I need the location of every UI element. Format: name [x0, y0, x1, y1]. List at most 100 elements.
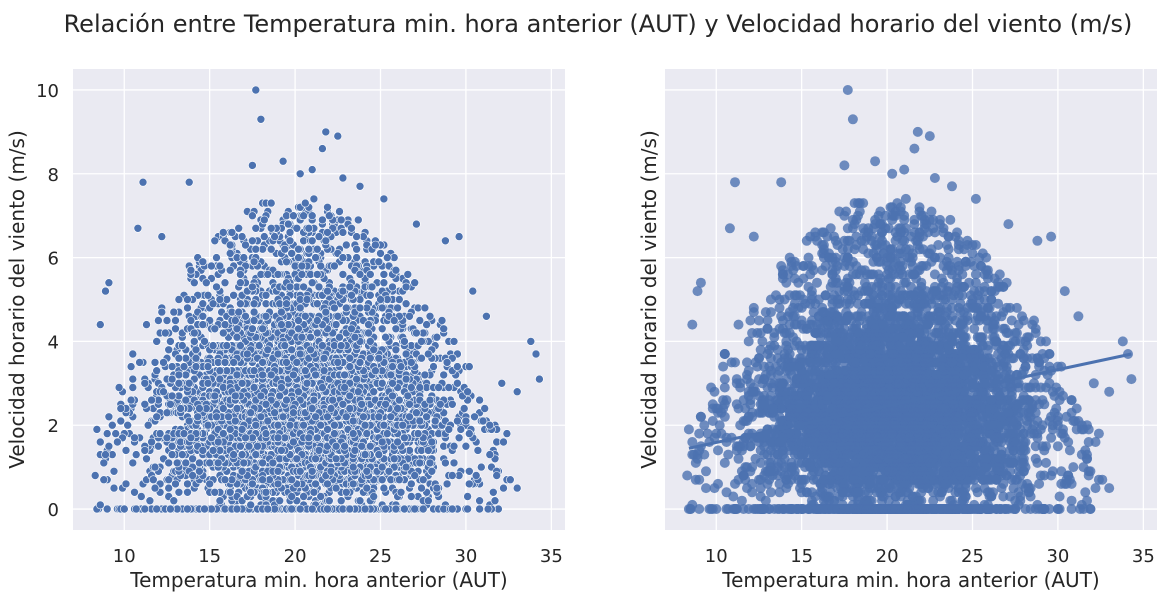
data-point	[377, 324, 387, 334]
data-point	[345, 353, 355, 363]
data-point	[341, 303, 351, 313]
data-point	[130, 487, 139, 497]
data-point	[166, 399, 175, 409]
data-point	[239, 458, 249, 468]
data-point	[227, 228, 237, 237]
data-point	[355, 496, 365, 506]
data-point	[391, 504, 401, 514]
data-point	[172, 458, 182, 468]
data-point	[447, 471, 457, 480]
data-point	[162, 316, 172, 325]
data-point	[406, 479, 416, 489]
data-point	[213, 458, 223, 468]
data-point	[277, 307, 286, 317]
data-point	[307, 236, 317, 246]
data-point	[104, 441, 114, 451]
data-point	[393, 404, 402, 413]
data-point	[423, 349, 433, 359]
data-point	[447, 504, 457, 514]
data-point	[304, 244, 314, 254]
data-point	[285, 228, 295, 237]
data-point	[287, 504, 297, 514]
data-point	[190, 328, 199, 338]
data-point	[280, 244, 290, 254]
data-point	[312, 433, 322, 443]
data-point	[258, 324, 267, 334]
data-point	[243, 349, 252, 359]
data-point	[425, 311, 435, 321]
data-point	[335, 332, 344, 342]
data-point	[142, 320, 151, 329]
data-point	[464, 466, 474, 476]
data-point	[422, 320, 431, 329]
data-point	[96, 437, 105, 447]
data-point	[454, 433, 464, 443]
data-point	[111, 429, 120, 438]
data-point	[379, 278, 389, 288]
data-point	[212, 253, 221, 262]
data-point	[167, 441, 177, 451]
data-point	[437, 316, 447, 325]
data-point	[261, 290, 271, 300]
data-point	[300, 366, 310, 376]
data-point	[473, 446, 483, 455]
data-point	[492, 471, 502, 480]
data-point	[331, 483, 341, 493]
data-point	[149, 475, 158, 485]
data-point	[225, 487, 235, 497]
data-point	[323, 203, 332, 212]
data-point	[231, 416, 240, 426]
data-point	[285, 420, 295, 430]
data-point	[174, 295, 184, 304]
data-point	[311, 253, 320, 262]
data-point	[453, 362, 462, 371]
data-point	[167, 450, 177, 459]
data-point	[379, 420, 389, 430]
data-point	[241, 240, 250, 250]
data-point	[345, 362, 355, 371]
data-point	[183, 479, 192, 489]
data-point	[338, 270, 348, 279]
data-point	[439, 370, 449, 380]
data-point	[405, 399, 414, 409]
data-point	[423, 496, 433, 506]
data-point	[162, 433, 172, 443]
data-point	[362, 466, 372, 476]
data-point	[179, 362, 189, 371]
data-point	[420, 370, 430, 380]
data-point	[212, 412, 221, 422]
data-point	[237, 466, 247, 476]
data-point	[248, 479, 257, 489]
data-point	[341, 487, 351, 497]
data-point	[490, 496, 500, 506]
data-point	[190, 337, 199, 346]
data-point	[400, 504, 409, 514]
data-point	[352, 374, 361, 384]
data-point	[178, 450, 187, 459]
data-point	[406, 492, 416, 501]
data-point	[355, 270, 365, 279]
data-point	[309, 194, 319, 204]
data-point	[401, 374, 411, 384]
data-point	[208, 299, 218, 309]
data-point	[350, 332, 360, 342]
data-point	[401, 349, 411, 359]
data-point	[297, 270, 307, 279]
data-point	[476, 462, 486, 472]
data-point	[147, 395, 156, 405]
data-point	[140, 504, 150, 514]
data-point	[341, 412, 351, 422]
data-point	[215, 496, 225, 506]
data-point	[121, 446, 131, 455]
data-point	[174, 353, 184, 363]
data-point	[246, 408, 255, 418]
data-point	[488, 487, 498, 497]
data-point	[309, 395, 319, 405]
data-point	[219, 328, 228, 338]
data-point	[323, 286, 332, 296]
data-point	[275, 496, 285, 506]
data-point	[164, 458, 173, 468]
data-point	[415, 416, 425, 426]
data-point	[377, 378, 387, 388]
